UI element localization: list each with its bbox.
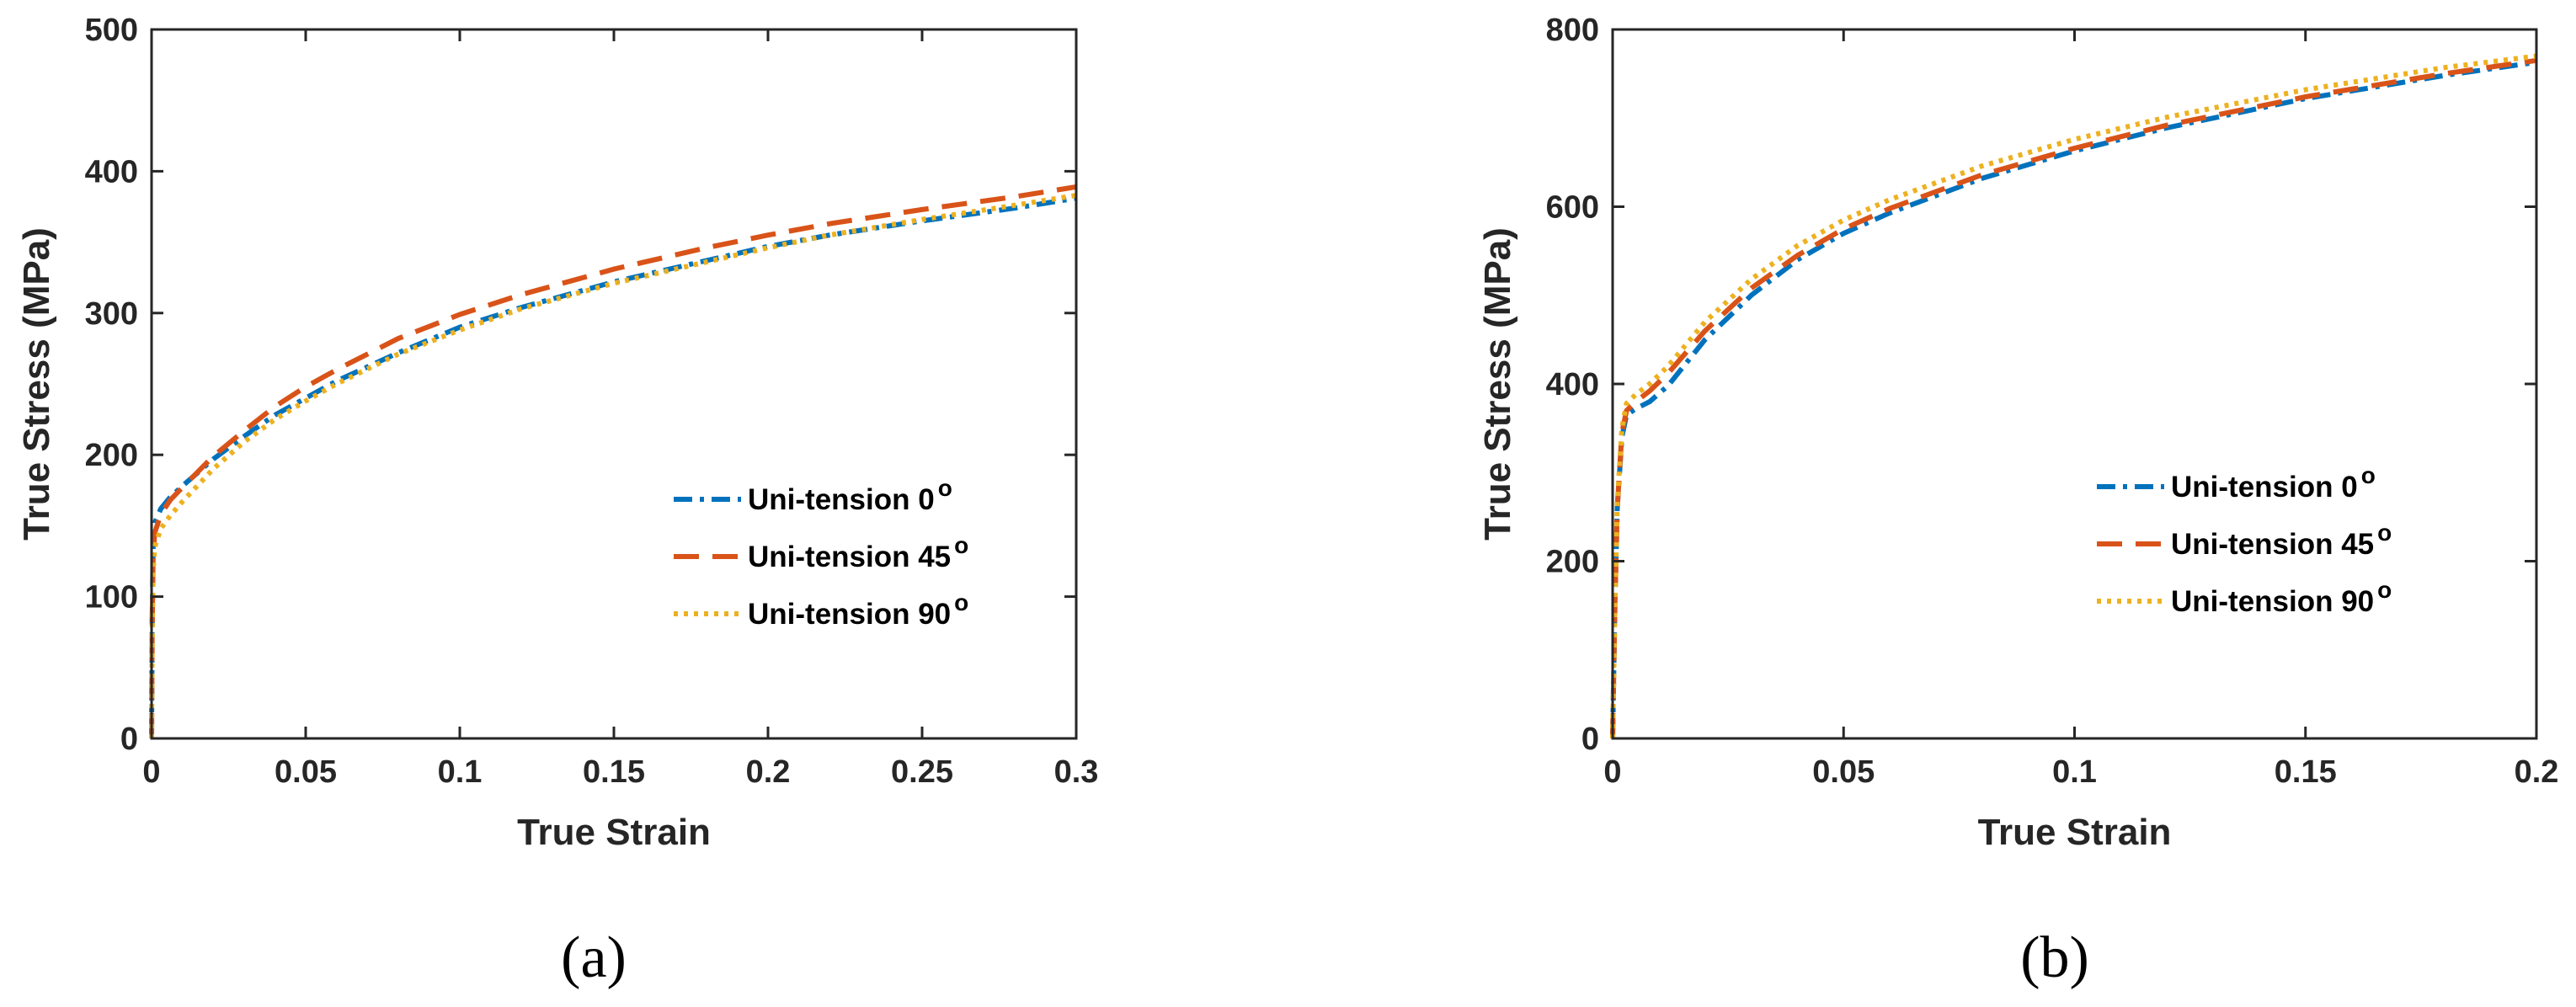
chart-b-y-tick-label: 800	[1546, 13, 1599, 48]
chart-a-y-axis-label: True Stress (MPa)	[16, 227, 57, 541]
chart-b: 0 0.05 0.1 0.15 0.2 0 200 400 600 800 True Strain…	[1477, 13, 2558, 990]
chart-b-y-tick-label: 0	[1581, 722, 1599, 757]
chart-b-legend: Uni-tension 0 o Uni-tension 45 o Uni-tension…	[2097, 462, 2392, 618]
chart-a-x-tick-label: 0.3	[1054, 754, 1099, 790]
chart-a-y-tick-label: 500	[85, 13, 138, 48]
chart-a-x-tick-label: 0.15	[583, 754, 645, 790]
chart-a-x-tick-label: 0.2	[746, 754, 791, 790]
chart-a-legend-label-1: Uni-tension 45 o	[748, 532, 968, 573]
chart-a-y-tick-label: 300	[85, 296, 138, 332]
chart-a: 0 0.05 0.1 0.15 0.2 0.25 0.3 0 100 200 300 400 500 T…	[16, 13, 1098, 990]
chart-a-lines	[149, 184, 1077, 739]
chart-b-lines	[1610, 53, 2537, 739]
chart-b-y-tick-label: 600	[1546, 190, 1599, 226]
chart-a-y-tick-label: 400	[85, 154, 138, 189]
chart-a-x-tick-label: 0	[142, 754, 160, 790]
chart-b-legend-label-2: Uni-tension 90 o	[2171, 577, 2392, 618]
chart-a-legend-degree-1: o	[954, 532, 968, 558]
chart-a-legend: Uni-tension 0 o Uni-tension 45 o Uni-tension…	[674, 475, 968, 631]
chart-a-x-tick-label: 0.25	[891, 754, 953, 790]
chart-a-x-tick-label: 0.05	[275, 754, 337, 790]
chart-a-series-line-1	[149, 184, 1077, 739]
chart-b-series-line-1	[1610, 57, 2537, 739]
chart-a-y-tick-label: 100	[85, 580, 138, 615]
chart-a-ticks: 0 0.05 0.1 0.15 0.2 0.25 0.3 0 100 200 300 400 500	[85, 13, 1099, 790]
chart-b-caption: (b)	[2020, 925, 2089, 990]
chart-b-legend-degree-0: o	[2361, 462, 2376, 488]
chart-b-legend-degree-2: o	[2377, 577, 2392, 603]
chart-b-ticks: 0 0.05 0.1 0.15 0.2 0 200 400 600 800	[1546, 13, 2559, 790]
chart-b-series-line-2	[1610, 53, 2537, 739]
chart-b-series-line-0	[1610, 59, 2537, 739]
chart-b-x-tick-label: 0.15	[2275, 754, 2337, 790]
chart-a-legend-label-2: Uni-tension 90 o	[748, 589, 968, 631]
chart-a-y-tick-label: 0	[120, 722, 138, 757]
chart-a-axes-box	[150, 28, 1078, 740]
chart-a-caption: (a)	[561, 925, 627, 990]
chart-b-x-tick-label: 0.2	[2515, 754, 2559, 790]
chart-b-legend-degree-1: o	[2377, 519, 2392, 546]
chart-a-series-line-0	[149, 195, 1077, 739]
chart-a-x-axis-label: True Strain	[517, 812, 711, 853]
chart-a-series-line-2	[149, 193, 1077, 739]
chart-a-y-tick-label: 200	[85, 438, 138, 473]
chart-b-y-tick-label: 400	[1546, 367, 1599, 402]
chart-b-axes-box	[1611, 28, 2538, 740]
chart-a-legend-degree-0: o	[938, 475, 952, 501]
chart-b-x-tick-label: 0	[1603, 754, 1621, 790]
chart-b-y-tick-label: 200	[1546, 545, 1599, 580]
chart-b-y-axis-label: True Stress (MPa)	[1477, 227, 1518, 541]
chart-b-x-tick-label: 0.05	[1812, 754, 1875, 790]
chart-b-x-axis-label: True Strain	[1978, 812, 2172, 853]
chart-b-legend-label-1: Uni-tension 45 o	[2171, 519, 2392, 561]
chart-b-x-tick-label: 0.1	[2052, 754, 2097, 790]
chart-a-x-tick-label: 0.1	[438, 754, 483, 790]
chart-a-legend-degree-2: o	[954, 589, 968, 615]
